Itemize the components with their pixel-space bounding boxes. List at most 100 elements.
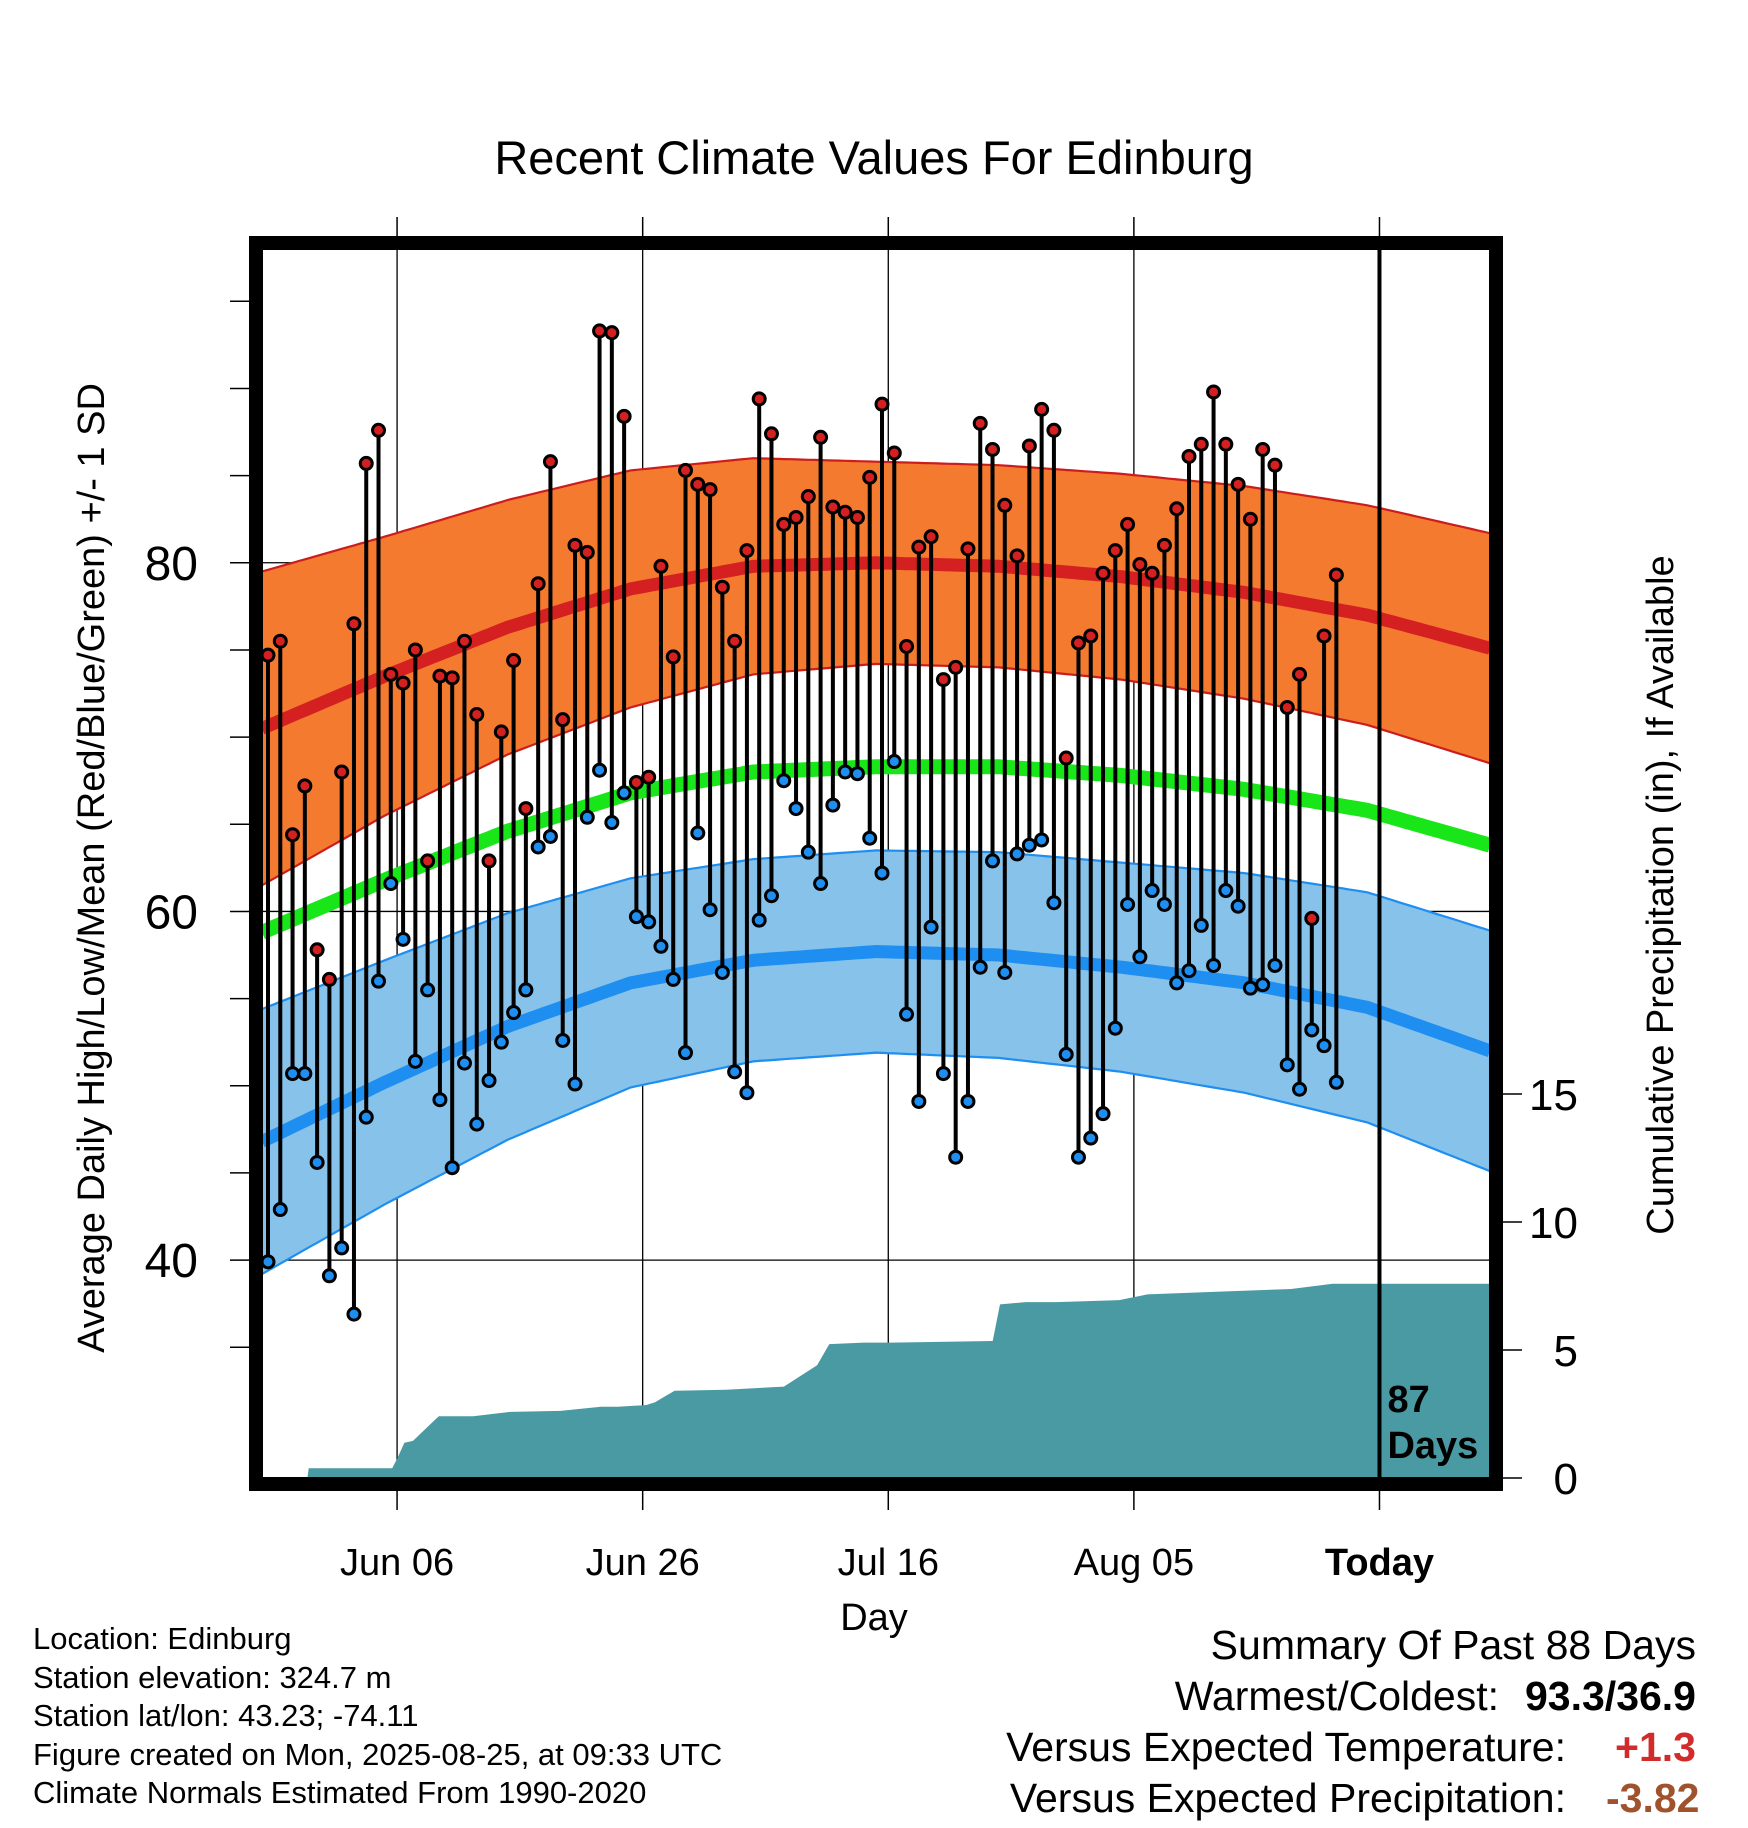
- daily-high-point: [383, 666, 399, 682]
- location-line: Location: Edinburg: [33, 1621, 292, 1656]
- daily-high-point: [542, 454, 558, 470]
- summary-precipitation: Versus Expected Precipitation: -3.82: [1006, 1773, 1700, 1824]
- daily-low-point: [1279, 1057, 1295, 1073]
- daily-high-point: [862, 469, 878, 485]
- daily-high-point: [432, 668, 448, 684]
- daily-low-point: [371, 973, 387, 989]
- daily-low-point: [727, 1064, 743, 1080]
- daily-low-point: [358, 1109, 374, 1125]
- days-count-annotation: 87: [1387, 1379, 1429, 1421]
- daily-low-point: [383, 876, 399, 892]
- daily-high-point: [1058, 750, 1074, 766]
- daily-low-point: [1095, 1106, 1111, 1122]
- daily-high-point: [960, 541, 976, 557]
- daily-low-point: [1218, 883, 1234, 899]
- daily-high-point: [1230, 476, 1246, 492]
- station-info: Location: Edinburg Station elevation: 32…: [33, 1620, 722, 1813]
- daily-low-point: [1021, 837, 1037, 853]
- daily-high-point: [579, 544, 595, 560]
- daily-low-point: [334, 1240, 350, 1256]
- daily-high-point: [481, 853, 497, 869]
- daily-low-point: [1267, 957, 1283, 973]
- daily-high-point: [641, 769, 657, 785]
- daily-high-point: [1255, 441, 1271, 457]
- daily-high-point: [1181, 448, 1197, 464]
- daily-low-point: [874, 865, 890, 881]
- daily-low-point: [1328, 1074, 1344, 1090]
- daily-low-point: [1083, 1130, 1099, 1146]
- warmest-coldest-label: Warmest/Coldest:: [1174, 1673, 1499, 1719]
- daily-low-point: [407, 1053, 423, 1069]
- daily-high-point: [997, 497, 1013, 513]
- daily-high-point: [678, 462, 694, 478]
- daily-low-point: [849, 766, 865, 782]
- daily-low-point: [1132, 949, 1148, 965]
- daily-high-point: [825, 499, 841, 515]
- daily-high-point: [285, 827, 301, 843]
- daily-low-point: [542, 828, 558, 844]
- daily-high-point: [1107, 543, 1123, 559]
- daily-low-point: [285, 1066, 301, 1082]
- daily-low-point: [1206, 957, 1222, 973]
- daily-low-point: [739, 1085, 755, 1101]
- daily-high-point: [371, 422, 387, 438]
- y2-axis-label: Cumulative Precipitation (in), If Availa…: [1640, 555, 1682, 1234]
- daily-high-point: [1083, 628, 1099, 644]
- daily-high-point: [837, 504, 853, 520]
- daily-low-point: [456, 1055, 472, 1071]
- daily-high-point: [751, 391, 767, 407]
- daily-low-point: [1304, 1022, 1320, 1038]
- daily-high-point: [1328, 567, 1344, 583]
- daily-high-point: [1242, 511, 1258, 527]
- daily-high-point: [395, 675, 411, 691]
- daily-low-point: [555, 1032, 571, 1048]
- summary-temperature: Versus Expected Temperature: +1.3: [1006, 1722, 1696, 1773]
- daily-low-point: [469, 1116, 485, 1132]
- daily-low-point: [813, 876, 829, 892]
- daily-high-point: [628, 774, 644, 790]
- daily-low-point: [714, 964, 730, 980]
- daily-high-point: [407, 642, 423, 658]
- daily-low-point: [530, 839, 546, 855]
- daily-high-point: [800, 489, 816, 505]
- daily-low-point: [972, 959, 988, 975]
- daily-high-point: [739, 543, 755, 559]
- daily-high-point: [1070, 635, 1086, 651]
- normals-line: Climate Normals Estimated From 1990-2020: [33, 1775, 647, 1810]
- daily-high-point: [1267, 457, 1283, 473]
- plot-frame: [249, 236, 1503, 1491]
- daily-high-point: [899, 638, 915, 654]
- daily-low-point: [985, 853, 1001, 869]
- elevation-line: Station elevation: 324.7 m: [33, 1659, 392, 1695]
- daily-high-point: [911, 539, 927, 555]
- y2-tick-label: 15: [1529, 1071, 1578, 1120]
- daily-high-point: [1193, 436, 1209, 452]
- created-line: Figure created on Mon, 2025-08-25, at 09…: [33, 1736, 723, 1772]
- temp-anomaly-label: Versus Expected Temperature:: [1006, 1724, 1566, 1770]
- daily-low-point: [481, 1073, 497, 1089]
- temp-anomaly-value: +1.3: [1615, 1724, 1696, 1770]
- y2-tick-label: 0: [1554, 1455, 1578, 1504]
- daily-low-point: [309, 1154, 325, 1170]
- daily-low-point: [653, 938, 669, 954]
- daily-high-point: [272, 633, 288, 649]
- daily-low-point: [800, 844, 816, 860]
- daily-low-point: [935, 1066, 951, 1082]
- precip-anomaly-value: -3.82: [1606, 1775, 1700, 1821]
- daily-low-point: [665, 971, 681, 987]
- daily-high-point: [653, 558, 669, 574]
- daily-low-point: [395, 931, 411, 947]
- daily-high-point: [1156, 537, 1172, 553]
- latlon-line: Station lat/lon: 43.23; -74.11: [33, 1698, 419, 1733]
- daily-low-point: [592, 762, 608, 778]
- daily-low-point: [960, 1093, 976, 1109]
- daily-high-point: [788, 509, 804, 525]
- daily-high-point: [1132, 557, 1148, 573]
- daily-high-point: [1144, 565, 1160, 581]
- daily-low-point: [886, 754, 902, 770]
- daily-low-point: [1292, 1081, 1308, 1097]
- daily-high-point: [334, 764, 350, 780]
- daily-high-point: [346, 616, 362, 632]
- daily-low-point: [1255, 977, 1271, 993]
